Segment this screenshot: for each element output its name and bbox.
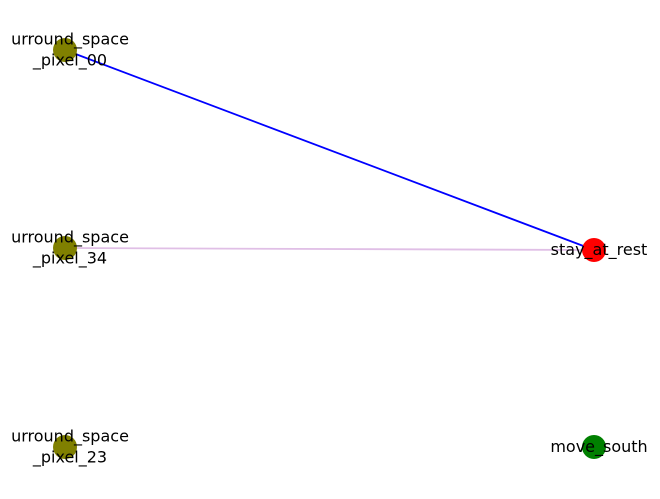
graph-node-label-line: _pixel_34 — [32, 249, 107, 269]
graph-node-label-line: urround_space — [11, 427, 129, 447]
graph-node-label-line: _pixel_23 — [32, 448, 107, 468]
graph-node-label-n2: urround_space _pixel_23 — [11, 427, 129, 468]
nodes-layer — [53, 38, 606, 459]
graph-node-label-line: move_south — [550, 437, 647, 457]
graph-node-n4 — [582, 435, 606, 459]
graph-node-n1 — [53, 236, 77, 260]
graph-node-label-line: urround_space — [11, 30, 129, 50]
graph-node-n2 — [53, 435, 77, 459]
graph-node-label-n4: move_south — [550, 437, 647, 457]
graph-node-label-line: stay_at_rest — [551, 240, 648, 260]
graph-node-label-n3: stay_at_rest — [551, 240, 648, 260]
graph-node-n3 — [582, 238, 606, 262]
graph-node-label-n0: urround_space _pixel_00 — [11, 30, 129, 71]
graph-node-label-line: _pixel_00 — [32, 51, 107, 71]
graph-node-label-line: urround_space — [11, 228, 129, 248]
graph-edge-n1-n3 — [64, 247, 595, 251]
graph-edge-n0-n3 — [64, 49, 595, 251]
graph-node-n0 — [53, 38, 77, 62]
graph-node-label-n1: urround_space _pixel_34 — [11, 228, 129, 269]
edges-layer — [64, 49, 595, 251]
